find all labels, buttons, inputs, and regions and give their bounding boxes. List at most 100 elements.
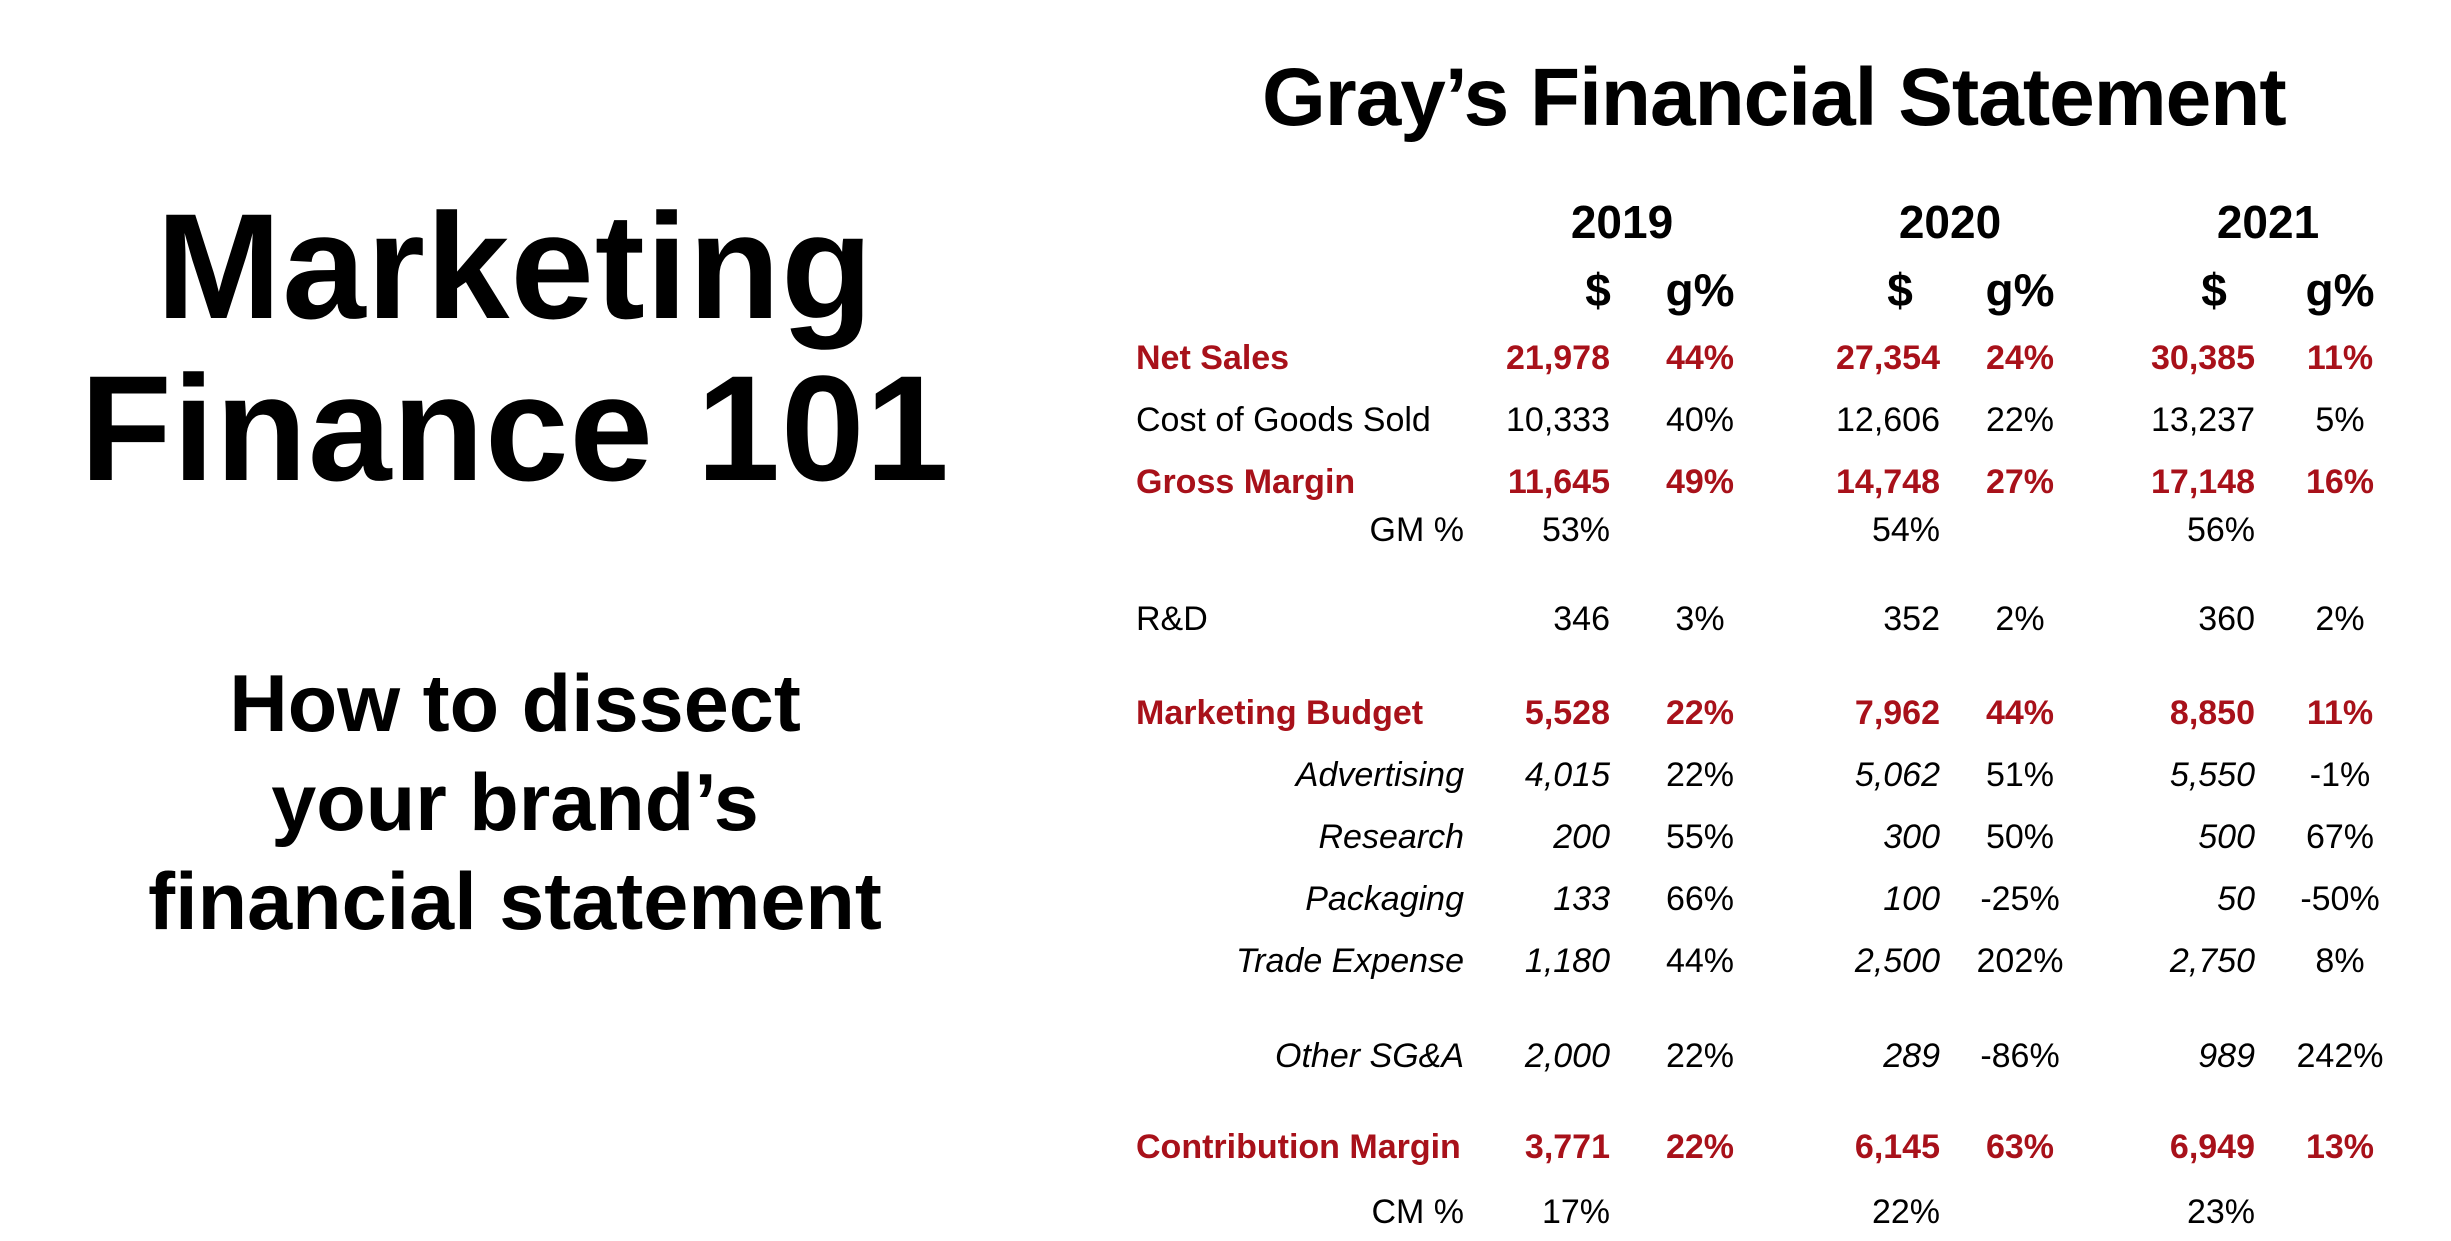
subtitle-line: your brand’s — [271, 758, 759, 848]
value-2020: 289 — [1883, 1037, 1940, 1075]
value-2020: 2,500 — [1854, 942, 1940, 980]
value-2021: 2,750 — [2169, 942, 2255, 980]
value-2021: 50 — [2217, 880, 2255, 918]
value-2019: 346 — [1553, 600, 1610, 638]
value-2021: 5,550 — [2169, 756, 2255, 794]
table-row: Trade Expense 1,180 44% 2,500 202% 2,750… — [0, 936, 2451, 986]
growth-2020: 50% — [1985, 818, 2055, 856]
growth-header-2021: g% — [2305, 264, 2375, 316]
growth-2021: -50% — [2300, 880, 2380, 918]
value-2021: 17,148 — [2151, 463, 2255, 501]
row-label: Advertising — [1295, 756, 1464, 794]
value-2019: 10,333 — [1506, 401, 1610, 439]
growth-2020: 44% — [1985, 694, 2055, 732]
value-2020: 100 — [1883, 880, 1940, 918]
year-header-2021: 2021 — [2216, 196, 2320, 248]
growth-2021: 2% — [2315, 600, 2365, 638]
value-2020: 6,145 — [1854, 1128, 1940, 1166]
value-2020: 27,354 — [1836, 339, 1940, 377]
row-label: Research — [1318, 818, 1464, 856]
row-label: GM % — [1369, 511, 1464, 549]
value-2020: 352 — [1883, 600, 1940, 638]
value-2019: 4,015 — [1524, 756, 1610, 794]
growth-2020: 63% — [1985, 1128, 2055, 1166]
growth-2019: 40% — [1665, 401, 1735, 439]
value-2021: 6,949 — [2169, 1128, 2255, 1166]
growth-2019: 44% — [1665, 942, 1735, 980]
title-panel: Marketing Finance 101 How to dissect you… — [0, 0, 1030, 1241]
subtitle-line: financial statement — [148, 857, 882, 947]
table-row: Packaging 133 66% 100 -25% 50 -50% — [0, 874, 2451, 924]
row-label: Cost of Goods Sold — [1136, 401, 1431, 439]
growth-2019: 22% — [1665, 756, 1735, 794]
value-2019: 53% — [1541, 511, 1610, 549]
growth-2019: 49% — [1665, 463, 1735, 501]
table-row: R&D 346 3% 352 2% 360 2% — [0, 594, 2451, 644]
growth-2020: 51% — [1985, 756, 2055, 794]
table-row: Contribution Margin 3,771 22% 6,145 63% … — [0, 1122, 2451, 1172]
value-2020: 300 — [1883, 818, 1940, 856]
growth-2019: 22% — [1665, 1037, 1735, 1075]
table-row: Net Sales 21,978 44% 27,354 24% 30,385 1… — [0, 333, 2451, 383]
dollar-header-2019: $ — [1585, 264, 1611, 316]
growth-2019: 22% — [1665, 694, 1735, 732]
value-2019: 1,180 — [1524, 942, 1610, 980]
growth-2021: 11% — [2306, 339, 2374, 377]
table-row: Marketing Budget 5,528 22% 7,962 44% 8,8… — [0, 688, 2451, 738]
table-row: CM % 17% 22% 23% — [0, 1187, 2451, 1237]
table-row: Advertising 4,015 22% 5,062 51% 5,550 -1… — [0, 750, 2451, 800]
row-label: Other SG&A — [1275, 1037, 1464, 1075]
growth-2021: -1% — [2309, 756, 2371, 794]
row-label: Marketing Budget — [1136, 694, 1424, 732]
main-title: Marketing Finance 101 — [0, 185, 1030, 509]
growth-2020: 24% — [1985, 339, 2055, 377]
growth-2021: 8% — [2315, 942, 2365, 980]
value-2019: 11,645 — [1507, 463, 1610, 501]
value-2020: 22% — [1871, 1193, 1940, 1231]
value-2019: 2,000 — [1524, 1037, 1610, 1075]
value-2019: 200 — [1553, 818, 1610, 856]
growth-2020: -86% — [1980, 1037, 2060, 1075]
value-2021: 8,850 — [2169, 694, 2255, 732]
main-title-line: Marketing — [156, 182, 874, 350]
table-row: Research 200 55% 300 50% 500 67% — [0, 812, 2451, 862]
value-2020: 7,962 — [1854, 694, 1940, 732]
year-header-2019: 2019 — [1570, 196, 1674, 248]
subtitle: How to dissect your brand’s financial st… — [0, 655, 1030, 952]
value-2019: 21,978 — [1506, 339, 1610, 377]
growth-2019: 44% — [1665, 339, 1735, 377]
table-row: GM % 53% 54% 56% — [0, 505, 2451, 555]
row-label: Contribution Margin — [1136, 1128, 1461, 1166]
row-label: CM % — [1371, 1193, 1464, 1231]
value-2019: 5,528 — [1524, 694, 1610, 732]
dollar-header-2020: $ — [1887, 264, 1913, 316]
value-2021: 13,237 — [2151, 401, 2255, 439]
row-label: Trade Expense — [1235, 942, 1464, 980]
table-row: Gross Margin 11,645 49% 14,748 27% 17,14… — [0, 457, 2451, 507]
value-2021: 989 — [2198, 1037, 2255, 1075]
growth-2020: 22% — [1985, 401, 2055, 439]
growth-2021: 67% — [2305, 818, 2375, 856]
table-row: Other SG&A 2,000 22% 289 -86% 989 242% — [0, 1031, 2451, 1081]
main-title-line: Finance 101 — [80, 344, 950, 512]
growth-2020: 27% — [1985, 463, 2055, 501]
value-2020: 5,062 — [1854, 756, 1940, 794]
value-2021: 56% — [2186, 511, 2255, 549]
growth-header-2019: g% — [1665, 264, 1735, 316]
value-2019: 3,771 — [1524, 1128, 1610, 1166]
growth-2021: 11% — [2306, 694, 2374, 732]
value-2020: 54% — [1871, 511, 1940, 549]
value-2021: 360 — [2198, 600, 2255, 638]
table-row: Cost of Goods Sold 10,333 40% 12,606 22%… — [0, 395, 2451, 445]
growth-2019: 66% — [1665, 880, 1735, 918]
value-2019: 17% — [1541, 1193, 1610, 1231]
growth-2019: 55% — [1665, 818, 1735, 856]
value-2020: 14,748 — [1836, 463, 1940, 501]
growth-header-2020: g% — [1985, 264, 2055, 316]
growth-2020: -25% — [1980, 880, 2060, 918]
value-2021: 23% — [2186, 1193, 2255, 1231]
value-2021: 500 — [2198, 818, 2255, 856]
growth-2021: 16% — [2305, 463, 2375, 501]
statement-title: Gray’s Financial Statement — [1262, 52, 2287, 143]
growth-2020: 2% — [1995, 600, 2045, 638]
